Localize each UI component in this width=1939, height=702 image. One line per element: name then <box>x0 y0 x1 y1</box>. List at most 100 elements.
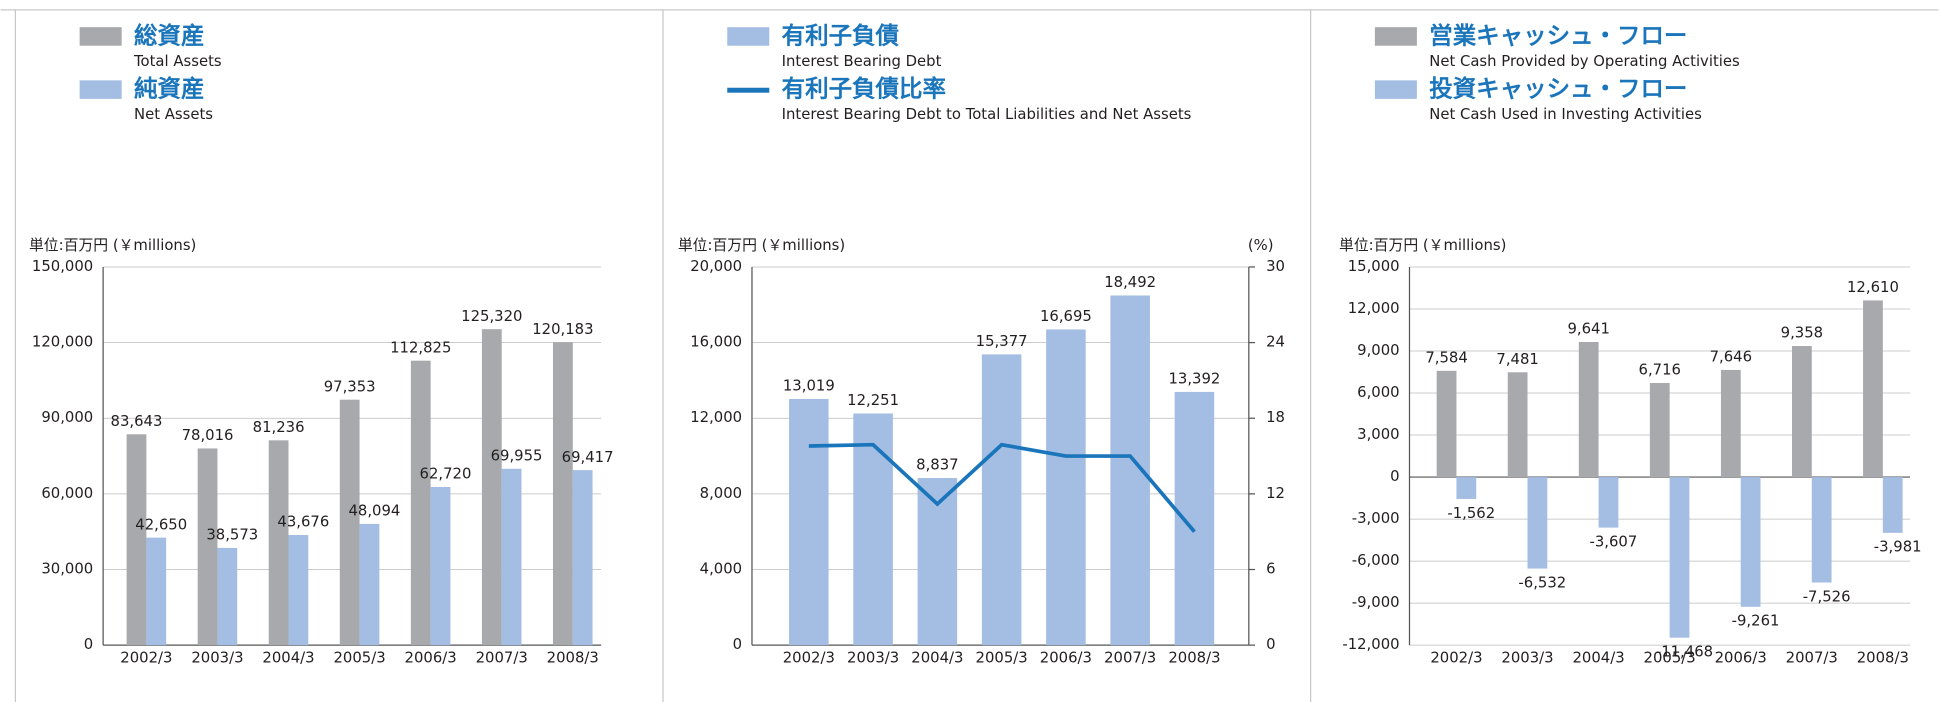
y-tick-label: 6,000 <box>1357 384 1399 401</box>
x-tick-label: 2007/3 <box>1104 650 1156 667</box>
x-tick-label: 2006/3 <box>1040 650 1092 667</box>
x-tick-label: 2006/3 <box>405 650 457 667</box>
value-label: 69,955 <box>491 447 543 464</box>
legend-swatch <box>1374 27 1417 46</box>
y-tick-label: 30,000 <box>41 561 93 578</box>
x-tick-label: 2005/3 <box>333 650 385 667</box>
value-label: 43,676 <box>277 514 329 531</box>
legend-swatch <box>79 27 122 46</box>
legend-label: 有利子負債比率 <box>782 75 946 103</box>
legend-label: 有利子負債 <box>782 22 900 50</box>
unit-label: 単位:百万円 (￥millions) <box>1339 237 1506 254</box>
y-tick-label: 15,000 <box>1348 258 1400 275</box>
bar <box>1578 342 1599 478</box>
bar <box>1792 345 1812 478</box>
y-tick-label: 12,000 <box>1348 300 1400 317</box>
x-tick-label: 2005/3 <box>976 650 1028 667</box>
y-tick-label: 16,000 <box>690 334 742 351</box>
legend-swatch <box>79 80 122 99</box>
value-label: 9,358 <box>1781 325 1823 342</box>
bar <box>552 342 573 646</box>
value-label: 12,251 <box>847 392 899 409</box>
y-tick-label: 0 <box>1390 468 1399 485</box>
y-tick-label: 8,000 <box>700 485 742 502</box>
bar <box>359 523 380 646</box>
x-tick-label: 2002/3 <box>1430 650 1482 667</box>
x-tick-label: 2007/3 <box>1786 650 1838 667</box>
y-tick-label: -6,000 <box>1352 552 1400 569</box>
value-label: 48,094 <box>348 503 400 520</box>
y-tick-label: 0 <box>733 636 742 653</box>
bar <box>1174 391 1215 646</box>
value-label: 7,646 <box>1710 349 1752 366</box>
x-tick-label: 2003/3 <box>1501 650 1553 667</box>
value-label: 15,377 <box>976 333 1028 350</box>
value-label: 125,320 <box>461 308 522 325</box>
legend-sublabel: Net Assets <box>134 106 213 123</box>
value-label: 120,183 <box>532 321 593 338</box>
value-label: 42,650 <box>135 516 187 533</box>
value-label: 7,481 <box>1496 351 1538 368</box>
bar <box>1882 477 1903 533</box>
value-label: 6,716 <box>1639 362 1681 379</box>
x-tick-label: 2002/3 <box>120 650 172 667</box>
bar <box>1436 370 1457 478</box>
legend-label: 営業キャッシュ・フロー <box>1429 22 1687 50</box>
bar <box>197 448 218 646</box>
bar <box>1669 477 1690 638</box>
bar <box>126 434 147 646</box>
y2-tick-label: 12 <box>1266 485 1285 502</box>
y-tick-label: 90,000 <box>41 409 93 426</box>
bar <box>981 354 1022 646</box>
x-tick-label: 2008/3 <box>1168 650 1220 667</box>
value-label: 7,584 <box>1425 349 1467 366</box>
legend-swatch <box>1374 80 1417 99</box>
y-tick-label: 12,000 <box>690 409 742 426</box>
value-label: 81,236 <box>253 419 305 436</box>
y-tick-label: 9,000 <box>1357 342 1399 359</box>
bar <box>430 487 451 646</box>
line <box>808 442 1196 533</box>
bar <box>146 537 167 646</box>
unit-label: 単位:百万円 (￥millions) <box>29 237 196 254</box>
x-tick-label: 2004/3 <box>1572 650 1624 667</box>
value-label: -9,261 <box>1732 613 1780 630</box>
bar <box>1720 369 1741 478</box>
y2-tick-label: 0 <box>1266 636 1275 653</box>
y-tick-label: 150,000 <box>32 258 93 275</box>
bar <box>572 470 593 646</box>
legend-label: 投資キャッシュ・フロー <box>1429 75 1687 103</box>
value-label: 38,573 <box>206 527 258 544</box>
value-label: 18,492 <box>1104 274 1156 291</box>
bar <box>1811 477 1832 583</box>
y-tick-label: 20,000 <box>690 258 742 275</box>
legend-label: 純資産 <box>134 75 204 103</box>
bar <box>1649 382 1670 478</box>
x-tick-label: 2002/3 <box>783 650 835 667</box>
bar <box>339 399 360 646</box>
value-label: 78,016 <box>182 427 234 444</box>
unit-label: (%) <box>1248 237 1274 254</box>
x-tick-label: 2005/3 <box>1644 650 1696 667</box>
value-label: 12,610 <box>1847 279 1899 296</box>
y-tick-label: -12,000 <box>1342 636 1399 653</box>
x-tick-label: 2003/3 <box>191 650 243 667</box>
value-label: -3,981 <box>1874 539 1922 556</box>
x-tick-label: 2007/3 <box>476 650 528 667</box>
x-tick-label: 2004/3 <box>262 650 314 667</box>
bar <box>1863 300 1883 478</box>
value-label: -1,562 <box>1447 505 1495 522</box>
x-tick-label: 2003/3 <box>847 650 899 667</box>
legend-swatch <box>727 27 770 46</box>
bar <box>501 468 522 646</box>
value-label: 83,643 <box>111 413 163 430</box>
y2-tick-label: 24 <box>1266 334 1285 351</box>
legend-sublabel: Net Cash Provided by Operating Activitie… <box>1429 53 1739 70</box>
y2-tick-label: 30 <box>1266 258 1285 275</box>
value-label: -11,468 <box>1656 644 1713 661</box>
bar <box>1046 329 1086 646</box>
bar <box>1456 477 1477 499</box>
value-label: 62,720 <box>420 466 472 483</box>
y-tick-label: 0 <box>84 636 93 653</box>
y-tick-label: 3,000 <box>1357 426 1399 443</box>
